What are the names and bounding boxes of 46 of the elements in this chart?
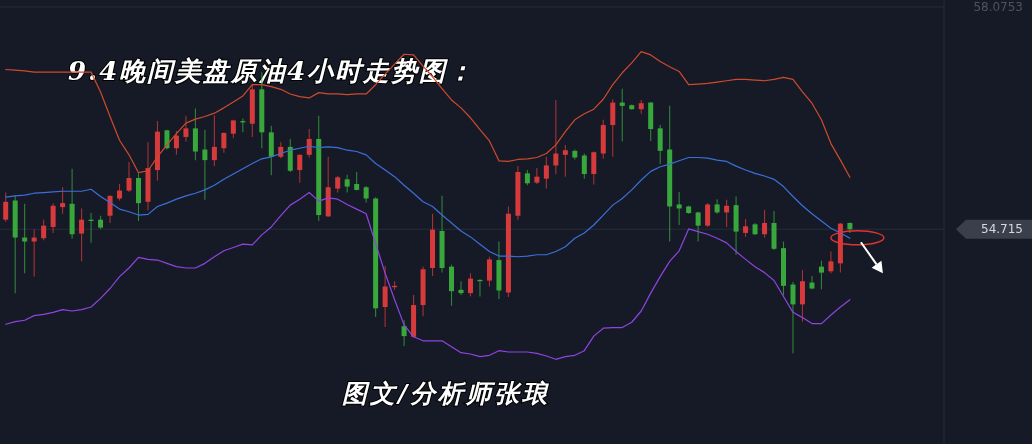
- candlestick: [192, 107, 198, 161]
- candlestick: [287, 138, 293, 173]
- candlestick: [809, 275, 815, 290]
- candlestick: [676, 191, 682, 226]
- candlestick: [41, 219, 47, 241]
- candlestick: [581, 152, 587, 180]
- candlestick: [401, 319, 407, 347]
- candlestick: [306, 128, 312, 159]
- candlestick: [60, 186, 66, 215]
- candlestick: [657, 124, 663, 165]
- y-tick-label: 58.0753: [973, 0, 1023, 14]
- line-series: [5, 51, 851, 178]
- candlestick: [107, 194, 113, 224]
- candlestick: [183, 115, 189, 143]
- candlestick: [705, 202, 711, 228]
- candlestick: [31, 229, 37, 278]
- candlestick: [762, 209, 768, 239]
- candlestick: [799, 269, 805, 323]
- candlestick: [534, 167, 540, 185]
- candlestick: [724, 199, 730, 228]
- candlestick: [591, 150, 597, 186]
- candlestick: [486, 256, 492, 288]
- candlestick: [695, 211, 701, 243]
- candlestick: [221, 131, 227, 154]
- candlestick: [818, 260, 824, 290]
- candlestick: [610, 98, 616, 158]
- candlestick: [79, 207, 85, 262]
- candlestick: [3, 192, 9, 223]
- candlestick: [202, 129, 208, 201]
- candlestick: [297, 153, 303, 184]
- candlestick: [553, 99, 559, 175]
- candlestick: [126, 161, 132, 193]
- line-series: [5, 191, 851, 360]
- candlestick: [382, 265, 388, 328]
- candlestick: [467, 272, 473, 297]
- candlestick: [22, 203, 28, 274]
- candlestick: [828, 250, 834, 274]
- candlestick: [562, 144, 568, 178]
- candlestick: [211, 114, 217, 167]
- candlestick: [173, 130, 179, 156]
- annotation: 图文/分析师张琅: [342, 379, 551, 408]
- candlestick: [50, 202, 56, 234]
- candlestick: [354, 171, 360, 192]
- candlestick: [790, 281, 796, 354]
- y-tick-label: 54.715: [981, 222, 1023, 237]
- candlestick: [543, 156, 549, 190]
